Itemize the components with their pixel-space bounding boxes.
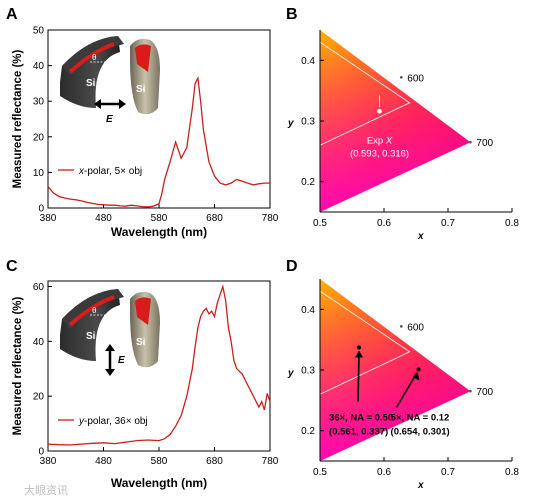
point-label: 36×, NA = 0.50 <box>329 413 393 424</box>
angle-label: θ <box>92 53 97 62</box>
panel-letter-b: B <box>286 6 298 23</box>
y-tick-label: 0.3 <box>301 366 315 377</box>
y-tick-label: 50 <box>33 26 45 37</box>
chromaticity-chart-d: 0.5 0.6 0.7 0.8 0.2 0.3 0.4 x y 600 700 36×, NA… <box>287 279 519 491</box>
point-label: Exp X <box>367 135 393 146</box>
si-label: Si <box>136 84 146 95</box>
panel-letter-a: A <box>6 6 18 23</box>
y-tick-label: 0.4 <box>301 56 315 67</box>
point-coordinates: (0.561, 0.337) <box>329 427 388 438</box>
x-axis-label: x <box>417 480 424 491</box>
x-tick-label: 480 <box>95 456 112 467</box>
y-tick-label: 0.2 <box>301 177 315 188</box>
y-axis-label: Measured reflectance (%) <box>12 296 24 435</box>
point-arrow <box>395 372 418 408</box>
x-tick-label: 780 <box>262 213 279 224</box>
x-tick-label: 580 <box>151 213 168 224</box>
x-axis-label: x <box>417 231 424 242</box>
si-label: Si <box>136 337 146 348</box>
y-tick-label: 20 <box>33 392 45 403</box>
guide-outline <box>319 41 411 146</box>
point-coordinates: (0.593, 0.316) <box>350 148 409 159</box>
nanostructure-inset: θ Si Si E <box>60 289 160 376</box>
x-tick-label: 0.6 <box>377 218 391 229</box>
wavelength-label: 600 <box>407 322 424 333</box>
color-gamut-shading <box>320 279 471 461</box>
x-tick-label: 0.6 <box>377 467 391 478</box>
x-axis-label: Wavelength (nm) <box>111 476 207 490</box>
x-tick-label: 380 <box>40 456 57 467</box>
si-label: Si <box>86 78 96 89</box>
y-tick-label: 0 <box>38 204 44 215</box>
x-tick-label: 0.7 <box>441 218 455 229</box>
wavelength-label: 700 <box>476 387 493 398</box>
x-tick-label: 0.5 <box>313 467 327 478</box>
x-tick-label: 580 <box>151 456 168 467</box>
y-axis-label: y <box>287 118 294 129</box>
e-field-label: E <box>118 355 125 366</box>
x-tick-label: 0.7 <box>441 467 455 478</box>
y-axis-label: y <box>287 368 294 379</box>
x-tick-label: 480 <box>95 213 112 224</box>
wavelength-marker <box>469 140 472 144</box>
y-tick-label: 10 <box>33 168 45 179</box>
y-tick-label: 0.4 <box>301 305 315 316</box>
y-tick-label: 0.2 <box>301 426 315 437</box>
angle-label: θ <box>92 306 97 315</box>
reflectance-chart-x-polar: 380 480 580 680 780 0 10 20 30 40 50 Wavelength (n… <box>12 26 279 240</box>
y-tick-label: 0 <box>38 447 44 458</box>
wavelength-marker <box>469 389 472 393</box>
nanostructure-inset: θ Si Si E <box>60 36 160 125</box>
y-tick-label: 40 <box>33 337 45 348</box>
x-tick-label: 780 <box>262 456 279 467</box>
y-tick-label: 20 <box>33 132 45 143</box>
chromaticity-chart-b: 0.5 0.6 0.7 0.8 0.2 0.3 0.4 x y 600 700 Exp X (0… <box>287 30 519 242</box>
x-tick-label: 680 <box>206 213 223 224</box>
reflectance-curve <box>47 283 271 446</box>
si-label: Si <box>86 331 96 342</box>
y-tick-label: 30 <box>33 97 45 108</box>
reflectance-curve <box>47 75 270 208</box>
x-tick-label: 380 <box>40 213 57 224</box>
wavelength-marker <box>399 76 403 79</box>
panel-letter-d: D <box>286 258 298 275</box>
measured-color-point <box>416 367 421 372</box>
x-tick-label: 0.8 <box>505 467 519 478</box>
point-coordinates: (0.654, 0.301) <box>391 426 450 437</box>
measured-color-point <box>377 108 382 114</box>
measured-color-point <box>357 345 362 350</box>
reflectance-chart-y-polar: 380 480 580 680 780 0 20 40 60 Wavelength (nm) M… <box>12 280 279 490</box>
y-tick-label: 0.3 <box>301 117 315 128</box>
x-axis-label: Wavelength (nm) <box>111 225 207 239</box>
wavelength-label: 700 <box>476 138 493 149</box>
x-tick-label: 0.8 <box>505 218 519 229</box>
wavelength-marker <box>399 325 403 328</box>
watermark-text: 大眼资讯 <box>24 483 68 497</box>
wavelength-label: 600 <box>407 73 424 84</box>
legend-label: y-polar, 36× obj <box>78 416 148 427</box>
y-tick-label: 40 <box>33 61 45 72</box>
y-axis-label: Measured reflectance (%) <box>12 49 24 188</box>
panel-letter-c: C <box>6 258 18 275</box>
x-tick-label: 0.5 <box>313 218 327 229</box>
reflectance-stripe <box>68 42 115 74</box>
legend-label: x-polar, 5× obj <box>78 166 142 177</box>
y-tick-label: 60 <box>33 282 45 293</box>
reflectance-stripe <box>68 295 115 327</box>
x-tick-label: 680 <box>206 456 223 467</box>
e-field-label: E <box>106 114 113 125</box>
guide-outline <box>319 290 411 395</box>
color-gamut-shading <box>320 30 471 212</box>
point-label: 5×, NA = 0.12 <box>391 412 450 423</box>
point-arrow <box>357 351 360 402</box>
